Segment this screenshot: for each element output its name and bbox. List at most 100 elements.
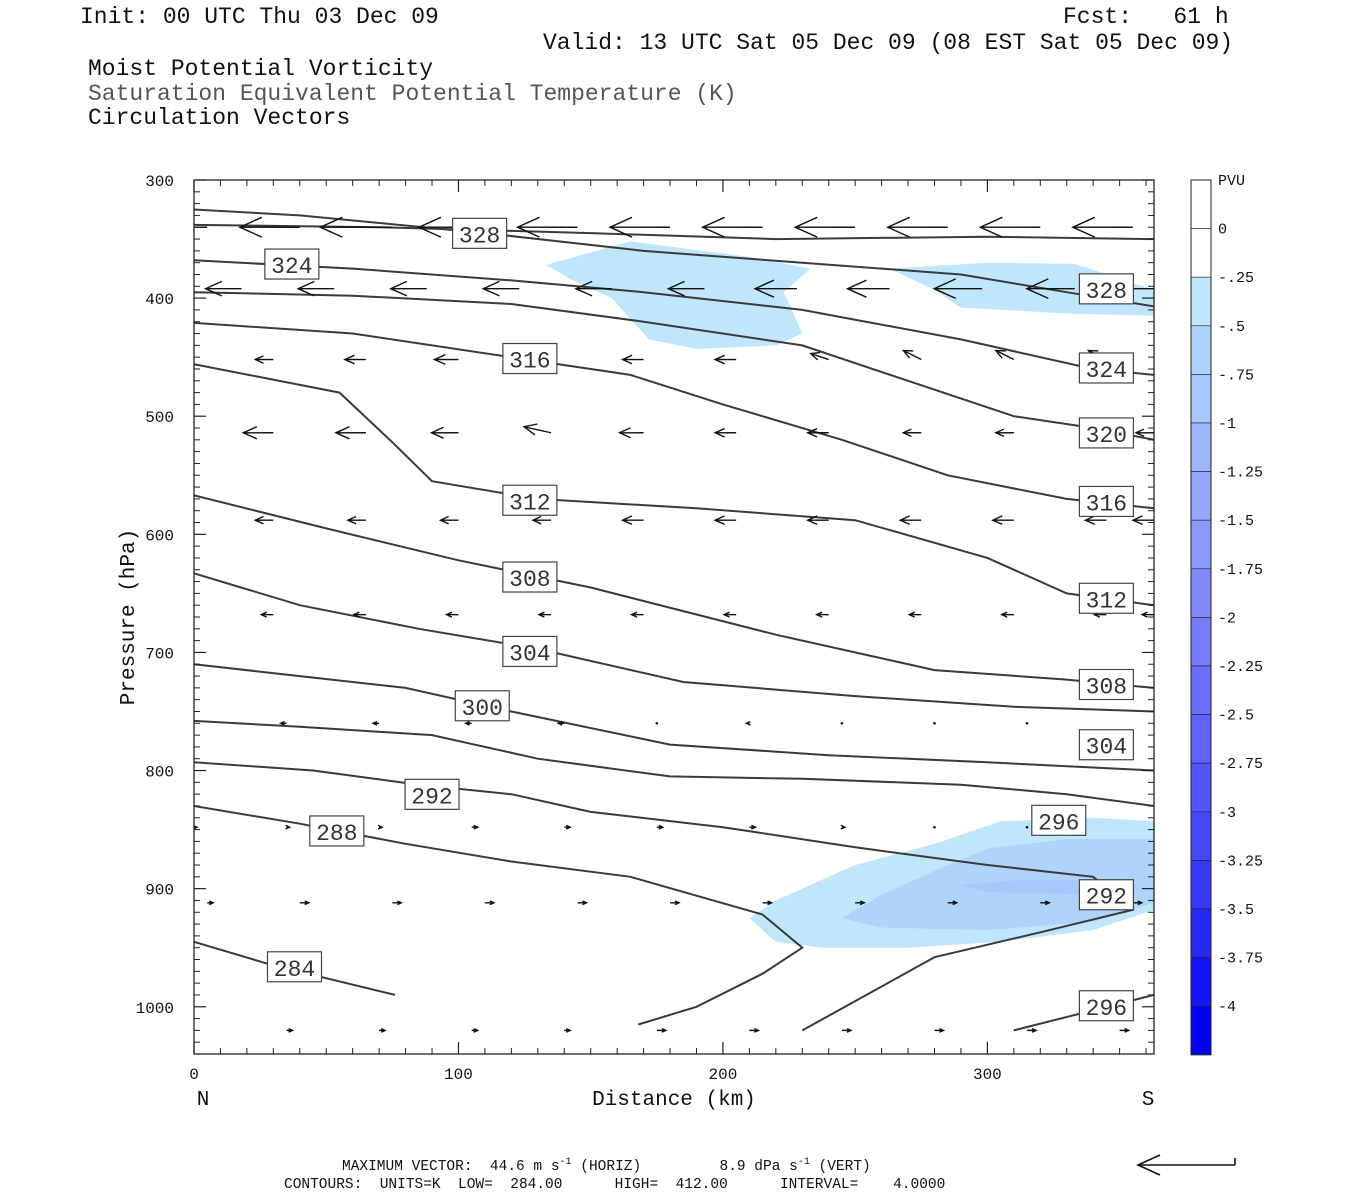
circulation-vector (840, 721, 844, 725)
vector-head (793, 216, 818, 238)
vector-head (617, 427, 631, 439)
circulation-vector (700, 216, 763, 238)
y-tick-label: 300 (145, 173, 174, 191)
y-tick-label: 1000 (136, 1000, 174, 1018)
colorbar-label: -2.75 (1218, 756, 1263, 773)
circulation-vectors (194, 216, 1154, 1033)
x-tick-label: 100 (444, 1066, 473, 1084)
colorbar-swatch (1190, 714, 1212, 764)
circulation-vector (241, 426, 274, 440)
contour-label-box (1078, 990, 1134, 1022)
vector-head (334, 426, 350, 440)
contour-label: 316 (502, 342, 558, 375)
contour-line-316 (194, 321, 1154, 510)
colorbar-swatch (1190, 665, 1212, 715)
colorbar-swatch (1190, 179, 1212, 229)
x-axis-label: Distance (km) (592, 1089, 756, 1112)
circulation-vector (901, 349, 922, 361)
circulation-vector (296, 280, 335, 297)
contour-label: 308 (502, 561, 558, 593)
circulation-vector (515, 216, 578, 238)
vector-head (1124, 1027, 1131, 1033)
contour-line-312 (194, 363, 1154, 607)
vector-head (346, 515, 357, 525)
colorbar-swatch (1190, 762, 1212, 813)
x-tick-label: 200 (709, 1066, 738, 1084)
colorbar-swatch (1190, 325, 1212, 375)
colorbar-label: -3.25 (1218, 853, 1263, 870)
contour-line-296 (194, 719, 1154, 807)
exp-horiz: -1 (559, 1157, 572, 1168)
circulation-vector (371, 720, 380, 726)
vector-head (515, 216, 540, 238)
circulation-vector (901, 428, 922, 438)
circulation-vector (994, 428, 1014, 438)
circulation-vector (429, 426, 459, 439)
vector-head (208, 900, 215, 906)
circulation-vector (656, 824, 665, 830)
circulation-vector (762, 900, 774, 906)
vector-head (463, 720, 470, 726)
contour-label-text: 328 (459, 223, 500, 249)
vector-head (1134, 428, 1145, 438)
colorbar-swatch (1190, 908, 1212, 958)
contour-label: 296 (1031, 804, 1087, 836)
circulation-vector (666, 280, 705, 297)
vector-head (1044, 900, 1052, 906)
colorbar-label: -1.25 (1218, 465, 1263, 482)
vector-head (481, 280, 500, 297)
vector-head (318, 216, 343, 238)
vector-head (1131, 515, 1143, 526)
contour-label-text: 292 (411, 784, 452, 810)
circulation-vector (845, 279, 890, 298)
vector-head (751, 824, 758, 830)
vector-head (845, 279, 867, 298)
vector-dot (840, 721, 844, 725)
contour-label-text: 312 (1086, 588, 1127, 614)
vector-head (1024, 278, 1049, 300)
vector-head (907, 611, 915, 618)
contour-label-box (1078, 668, 1134, 701)
contour-label-text: 312 (509, 490, 550, 516)
colorbar-label: -3.75 (1218, 951, 1263, 968)
vector-head (371, 720, 378, 726)
vector-head (661, 1027, 668, 1033)
circulation-vector (463, 720, 472, 726)
colorbar-swatch (1190, 1005, 1212, 1056)
circulation-vector (1024, 278, 1075, 300)
circulation-vector (629, 611, 644, 618)
circulation-vector (286, 1027, 295, 1033)
contour-label: 324 (1078, 352, 1134, 384)
contour-label: 284 (266, 951, 323, 983)
vector-head (522, 423, 538, 436)
y-tick-label: 800 (145, 764, 174, 782)
vector-dot (933, 825, 936, 829)
vector-head (658, 824, 665, 830)
circulation-vector (1132, 900, 1144, 906)
max-vector-text: MAXIMUM VECTOR: 44.6 m s-1 (HORIZ) 8.9 d… (342, 1157, 871, 1175)
circulation-vector (722, 611, 737, 618)
circulation-vector (805, 427, 829, 438)
circulation-vector (933, 721, 936, 725)
vector-head (288, 1027, 295, 1033)
circulation-vector (203, 280, 242, 297)
circulation-vector (991, 515, 1014, 526)
circulation-vector (285, 824, 292, 830)
circulation-vector (1025, 721, 1029, 725)
circulation-vector (471, 824, 480, 830)
reference-vector-arrow (1136, 1154, 1236, 1176)
vector-head (840, 824, 847, 830)
contour-label-text: 292 (1086, 885, 1127, 911)
vector-head (767, 900, 774, 906)
x-tick-label: 0 (189, 1066, 199, 1084)
contour-label: 288 (309, 815, 365, 847)
vector-head (978, 216, 1003, 238)
colorbar-label: -2.25 (1218, 659, 1263, 676)
contour-line-320 (194, 291, 1154, 441)
colorbar-swatch (1190, 519, 1212, 570)
y-axis-label: Pressure (hPa) (118, 529, 141, 705)
contour-line-324 (194, 259, 1154, 376)
colorbar-label: -2.5 (1218, 708, 1254, 725)
contour-label-box (1078, 729, 1134, 761)
contours-text: CONTOURS: UNITS=K LOW= 284.00 HIGH= 412.… (284, 1177, 946, 1193)
